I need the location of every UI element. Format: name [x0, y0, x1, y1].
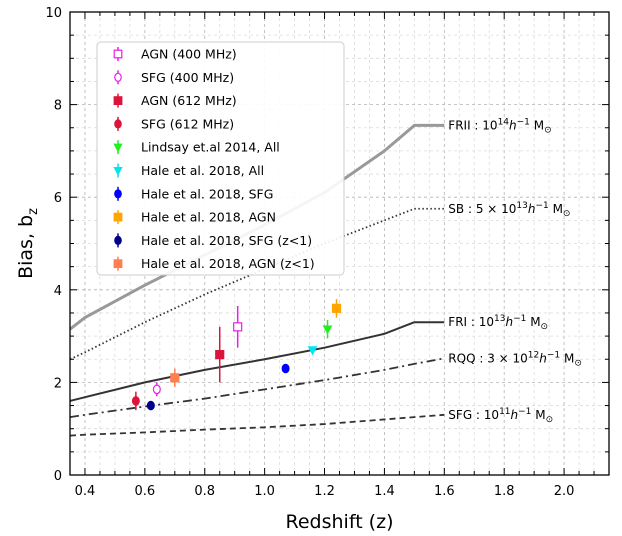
x-axis-label: Redshift (z) [286, 511, 394, 533]
legend-marker-1 [114, 72, 122, 82]
model-curve-4 [69, 413, 445, 437]
axis-ticks: 0.4 0.6 0.8 1.0 1.2 1.4 1.6 1.8 2.0 0 2 4 6 8 10 [45, 6, 610, 499]
model-curve-3 [69, 357, 445, 419]
curve-label-part: h [528, 202, 536, 216]
curve-label-part: h [511, 408, 519, 422]
curve-label-part: −1 [518, 407, 531, 417]
data-point-5 [307, 346, 318, 356]
curve-label-part: ⊙ [563, 209, 571, 219]
x-tick-label: 1.4 [374, 484, 395, 499]
data-point-6 [281, 363, 290, 374]
curve-label-part: SFG : 10 [448, 408, 499, 422]
legend-box [96, 41, 345, 276]
data-point-4 [322, 325, 333, 335]
legend-label-9: Hale et al. 2018, AGN (z<1) [141, 256, 315, 271]
data-point-2 [215, 350, 225, 360]
legend-label-5: Hale et al. 2018, All [141, 163, 264, 178]
x-tick-label: 1.2 [314, 484, 335, 499]
curve-label-part: ⊙ [546, 415, 554, 425]
legend-label-0: AGN (400 MHz) [141, 47, 237, 62]
legend-label-8: Hale et al. 2018, SFG (z<1) [141, 233, 312, 248]
legend-marker-4 [113, 143, 123, 153]
y-tick-label: 8 [54, 99, 62, 114]
curve-label-part: h [505, 315, 513, 329]
curve-label-part: ⊙ [541, 322, 549, 332]
legend-marker-2 [113, 96, 123, 106]
curve-label-part: M [560, 351, 574, 365]
curve-label-part: 13 [516, 201, 527, 211]
curve-label-part: FRI : 10 [448, 315, 494, 329]
y-axis-label-subscript: z [26, 208, 41, 215]
data-point-9 [170, 373, 180, 383]
legend-marker-8 [114, 235, 122, 245]
model-curve-label-1: SB : 5 × 1013h−1 M⊙ [448, 201, 570, 219]
curve-label-part: M [531, 408, 545, 422]
model-curve-2 [69, 321, 445, 402]
legend-marker-5 [113, 166, 123, 176]
legend-marker-0 [113, 49, 123, 59]
curve-label-part: h [509, 118, 517, 132]
curve-label-part: 13 [494, 314, 505, 324]
y-tick-label: 6 [54, 191, 62, 206]
x-tick-label: 2.0 [554, 484, 575, 499]
curve-label-part: RQQ : 3 × 10 [448, 351, 528, 365]
x-tick-label: 0.6 [135, 484, 156, 499]
legend-label-7: Hale et al. 2018, AGN [141, 210, 276, 225]
x-tick-label: 0.8 [194, 484, 215, 499]
curve-label-part: −1 [513, 314, 526, 324]
data-points [131, 299, 342, 411]
curve-label-part: SB : 5 × 10 [448, 202, 516, 216]
model-curve-label-0: FRII : 1014h−1 M⊙ [448, 117, 551, 135]
legend-label-2: AGN (612 MHz) [141, 93, 237, 108]
x-tick-label: 0.4 [75, 484, 96, 499]
curve-label-part: M [530, 118, 544, 132]
curve-label-part: −1 [547, 350, 560, 360]
y-tick-label: 0 [54, 469, 62, 484]
x-tick-label: 1.8 [494, 484, 515, 499]
x-tick-label: 1.0 [254, 484, 275, 499]
legend-marker-3 [114, 119, 122, 129]
y-tick-label: 4 [54, 284, 62, 299]
curve-label-part: −1 [535, 201, 548, 211]
curve-label-part: 14 [498, 117, 510, 127]
y-axis-label: Bias, bz [15, 208, 41, 279]
curve-label-part: FRII : 10 [448, 118, 497, 132]
legend-label-1: SFG (400 MHz) [141, 70, 234, 85]
legend: AGN (400 MHz) SFG (400 MHz) AGN (612 MHz) S… [96, 41, 345, 276]
curve-label-part: M [549, 202, 563, 216]
data-point-1 [152, 384, 161, 395]
legend-label-6: Hale et al. 2018, SFG [141, 186, 273, 201]
model-curve-label-3: RQQ : 3 × 1012h−1 M⊙ [448, 350, 582, 368]
data-point-0 [233, 322, 243, 332]
curve-label-part: 12 [528, 350, 539, 360]
curve-label-part: 11 [499, 407, 510, 417]
curve-label-part: ⊙ [544, 125, 552, 135]
model-curve-1 [69, 207, 445, 361]
curve-label-part: M [526, 315, 540, 329]
model-curve-label-2: FRI : 1013h−1 M⊙ [448, 314, 548, 332]
legend-marker-9 [113, 259, 123, 269]
legend-marker-6 [114, 189, 122, 199]
curve-label-part: ⊙ [574, 358, 582, 368]
legend-marker-7 [113, 212, 123, 222]
data-point-7 [331, 303, 342, 313]
y-axis-label-main: Bias, b [15, 215, 37, 279]
curve-label-part: −1 [517, 117, 530, 127]
data-point-3 [131, 396, 140, 406]
model-curve-label-4: SFG : 1011h−1 M⊙ [448, 407, 553, 425]
y-tick-label: 10 [45, 6, 62, 21]
y-tick-label: 2 [54, 376, 62, 391]
legend-label-4: Lindsay et.al 2014, All [141, 140, 280, 155]
legend-label-3: SFG (612 MHz) [141, 116, 234, 131]
grid [69, 12, 610, 475]
x-tick-label: 1.6 [434, 484, 455, 499]
curve-label-part: h [539, 351, 547, 365]
data-point-8 [146, 400, 155, 411]
